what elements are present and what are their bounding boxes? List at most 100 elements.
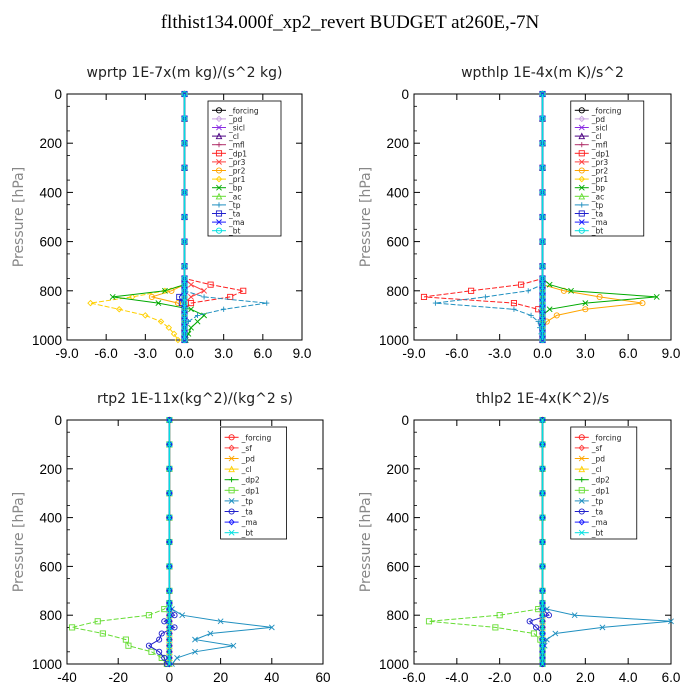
series-dp1 xyxy=(69,416,173,668)
data-point-pr1 xyxy=(170,330,178,338)
series-bt xyxy=(539,417,546,667)
x-tick-label: 3.0 xyxy=(214,346,233,361)
y-tick-label: 0 xyxy=(54,87,62,102)
x-tick-label: -3.0 xyxy=(488,346,511,361)
data-point-bt xyxy=(539,648,546,655)
data-point-bp xyxy=(568,287,574,294)
x-tick-label: 40 xyxy=(264,670,279,685)
legend-marker xyxy=(215,115,223,123)
chart-title: wprtp 1E-7x(m kg)/(s^2 kg) xyxy=(87,65,283,81)
x-tick-label: -6.0 xyxy=(445,346,468,361)
data-point-bt xyxy=(166,618,173,625)
data-point-tp xyxy=(217,618,224,625)
y-axis-label: Pressure [hPa] xyxy=(11,492,27,592)
x-tick-label: 3.0 xyxy=(576,346,595,361)
data-point-bt xyxy=(181,140,188,147)
data-point-tp xyxy=(194,312,201,318)
legend-label-tp: _tp xyxy=(228,201,241,210)
legend: _forcing _sf _pd_cl _dp2_dp1 _tp _ta_ma _bt xyxy=(220,426,288,540)
legend-marker xyxy=(578,444,586,452)
data-point-bt xyxy=(166,654,173,661)
legend-label-sf: _sf xyxy=(241,444,253,453)
data-point-bt xyxy=(181,318,188,325)
data-point-pr1 xyxy=(165,324,173,331)
legend-label-ac: _ac xyxy=(591,192,604,201)
legend-marker xyxy=(578,227,585,234)
y-tick-label: 400 xyxy=(39,185,62,200)
y-tick-label: 200 xyxy=(386,136,409,151)
y-tick-label: 1000 xyxy=(32,333,62,348)
legend-marker xyxy=(215,227,223,234)
data-point-dp1 xyxy=(425,618,433,625)
legend-marker xyxy=(215,132,223,140)
legend-label-cl: _cl xyxy=(228,132,239,141)
data-point-pr2 xyxy=(553,312,560,319)
legend-marker xyxy=(578,107,585,114)
data-point-bt xyxy=(181,287,188,294)
data-point-bt xyxy=(166,441,173,448)
data-point-bt xyxy=(166,539,173,545)
data-point-bp xyxy=(188,324,194,331)
data-point-bp xyxy=(155,300,162,307)
data-point-dp1 xyxy=(145,612,152,619)
data-point-pr2 xyxy=(596,293,603,301)
plot-frame xyxy=(66,419,324,665)
data-point-bp xyxy=(188,306,194,313)
legend-label-ta: _ta xyxy=(591,210,603,219)
data-point-bt xyxy=(539,654,546,661)
data-point-dp1 xyxy=(530,630,537,637)
data-point-tp xyxy=(432,300,439,306)
data-point-bt xyxy=(181,330,188,337)
legend-marker xyxy=(579,142,585,148)
data-point-bt xyxy=(539,336,546,344)
data-point-bt xyxy=(539,90,546,98)
data-point-pr3 xyxy=(188,294,194,300)
series-bt xyxy=(181,90,188,344)
legend-marker xyxy=(578,497,585,504)
data-point-tp xyxy=(192,636,198,643)
data-point-bt xyxy=(181,213,188,221)
data-point-bt xyxy=(181,275,188,282)
data-point-pr3 xyxy=(201,287,208,294)
data-point-pr1 xyxy=(142,312,149,319)
legend-label-sicl: _sicl xyxy=(591,124,608,133)
y-tick-label: 800 xyxy=(39,608,62,623)
y-tick-label: 0 xyxy=(401,87,409,102)
data-point-dp1 xyxy=(122,636,129,643)
legend: _forcing _sf _pd_cl _dp2_dp1 _tp _ta_ma _bt xyxy=(570,426,638,540)
data-point-bt xyxy=(539,287,546,294)
x-tick-label: 6.0 xyxy=(253,346,272,361)
legend-marker xyxy=(578,192,586,200)
data-point-bt xyxy=(166,600,173,606)
legend-marker xyxy=(578,487,585,494)
legend-label-dp2: _dp2 xyxy=(241,476,260,485)
y-axis-label: Pressure [hPa] xyxy=(11,167,27,267)
data-point-dp1 xyxy=(207,281,214,288)
data-point-ta xyxy=(526,618,533,625)
series-dp1 xyxy=(425,416,546,668)
data-point-tp xyxy=(268,624,275,631)
data-point-ta xyxy=(156,636,163,643)
data-point-bt xyxy=(539,300,546,307)
legend-marker xyxy=(228,434,235,441)
legend-marker xyxy=(215,175,223,183)
legend-label-pd: _pd xyxy=(228,115,243,124)
legend-marker xyxy=(579,202,585,208)
x-tick-label: 6.0 xyxy=(619,346,638,361)
legend-label-bt: _bt xyxy=(591,529,604,538)
data-point-bt xyxy=(166,661,173,667)
legend-label-mfl: _mfl xyxy=(591,141,608,150)
legend-label-sf: _sf xyxy=(591,444,603,453)
legend-marker xyxy=(578,124,585,131)
data-point-dp1 xyxy=(468,287,475,294)
data-point-tp xyxy=(511,306,517,312)
data-point-bt xyxy=(539,618,546,625)
data-point-bt xyxy=(181,115,188,122)
x-tick-label: 6.0 xyxy=(662,670,681,685)
y-tick-label: 800 xyxy=(386,284,409,299)
data-point-bt xyxy=(166,642,173,649)
data-point-bt xyxy=(166,490,173,497)
y-tick-label: 200 xyxy=(39,462,62,477)
data-point-bt xyxy=(539,630,546,637)
